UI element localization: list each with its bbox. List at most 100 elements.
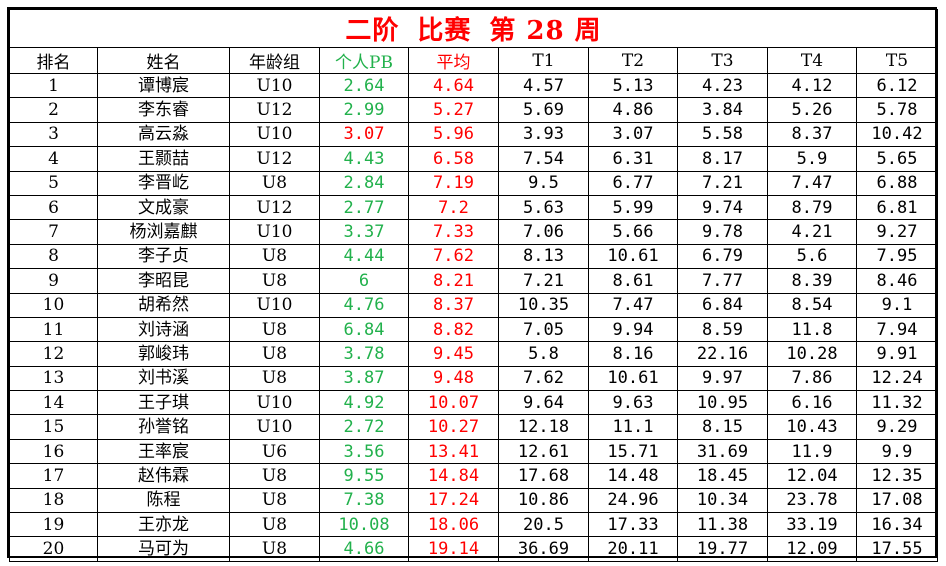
cell-rank: 9 xyxy=(9,268,98,294)
cell-t5: 6.88 xyxy=(855,170,939,196)
cell-avg: 6.58 xyxy=(408,146,499,172)
table-row: 5 李晋屹 U8 2.84 7.19 9.5 6.77 7.21 7.47 6.88 xyxy=(9,170,939,196)
cell-avg: 5.96 xyxy=(408,121,499,148)
cell-t2: 11.1 xyxy=(588,414,678,440)
cell-t2: 10.61 xyxy=(588,365,678,392)
cell-t2: 5.13 xyxy=(588,72,678,99)
table-row: 10 胡希然 U10 4.76 8.37 10.35 7.47 6.84 8.54 9.1 xyxy=(9,292,939,318)
cell-age-group: U10 xyxy=(229,72,320,99)
cell-t1: 7.06 xyxy=(498,219,589,245)
cell-age-group: U6 xyxy=(229,438,320,465)
page-title: 二阶 比赛第 28 周 xyxy=(8,9,939,48)
cell-name: 胡希然 xyxy=(97,292,230,318)
cell-t3: 9.97 xyxy=(677,365,768,392)
cell-t5: 17.55 xyxy=(855,536,939,562)
cell-t1: 9.5 xyxy=(498,170,589,196)
cell-t3: 8.15 xyxy=(677,414,768,440)
cell-rank: 14 xyxy=(9,390,98,416)
cell-name: 赵伟霖 xyxy=(97,463,230,489)
table-row: 13 刘书溪 U8 3.87 9.48 7.62 10.61 9.97 7.86 12.24 xyxy=(9,365,939,392)
cell-age-group: U8 xyxy=(229,487,320,514)
cell-name: 李晋屹 xyxy=(97,170,230,196)
cell-t4: 8.54 xyxy=(767,292,857,318)
cell-pb: 6 xyxy=(319,268,409,294)
title-part2: 比赛 xyxy=(417,16,472,46)
cell-rank: 5 xyxy=(9,170,98,196)
cell-avg: 13.41 xyxy=(408,438,499,465)
cell-avg: 8.21 xyxy=(408,268,499,294)
cell-t2: 24.96 xyxy=(588,487,678,514)
cell-t5: 9.1 xyxy=(855,292,939,318)
header-t3: T3 xyxy=(677,47,768,74)
cell-name: 刘诗涵 xyxy=(97,316,230,343)
cell-t5: 9.91 xyxy=(855,341,939,367)
results-sheet: 二阶 比赛第 28 周 排名 姓名 年龄组 个人PB 平均 T1 T2 T3 T4… xyxy=(7,7,939,562)
cell-t5: 9.9 xyxy=(855,438,939,465)
cell-rank: 13 xyxy=(9,365,98,392)
cell-t1: 5.69 xyxy=(498,97,589,123)
cell-t4: 5.26 xyxy=(767,97,857,123)
cell-avg: 10.07 xyxy=(408,390,499,416)
cell-t1: 8.13 xyxy=(498,243,589,270)
cell-age-group: U8 xyxy=(229,536,320,562)
cell-t4: 12.04 xyxy=(767,463,857,489)
cell-t2: 8.61 xyxy=(588,268,678,294)
header-t1: T1 xyxy=(498,47,589,74)
table-row: 4 王颢喆 U12 4.43 6.58 7.54 6.31 8.17 5.9 5.65 xyxy=(9,146,939,172)
cell-t2: 15.71 xyxy=(588,438,678,465)
cell-t2: 10.61 xyxy=(588,243,678,270)
cell-rank: 17 xyxy=(9,463,98,489)
cell-pb: 4.44 xyxy=(319,243,409,270)
cell-avg: 5.27 xyxy=(408,97,499,123)
cell-t3: 10.95 xyxy=(677,390,768,416)
header-age-group: 年龄组 xyxy=(229,47,320,74)
cell-pb: 6.84 xyxy=(319,316,409,343)
cell-age-group: U8 xyxy=(229,463,320,489)
table-row: 14 王子琪 U10 4.92 10.07 9.64 9.63 10.95 6.16 11.32 xyxy=(9,390,939,416)
cell-t5: 7.95 xyxy=(855,243,939,270)
cell-t5: 9.27 xyxy=(855,219,939,245)
cell-age-group: U8 xyxy=(229,341,320,367)
cell-t1: 20.5 xyxy=(498,512,589,538)
cell-t5: 10.42 xyxy=(855,121,939,148)
cell-t3: 22.16 xyxy=(677,341,768,367)
header-row: 排名 姓名 年龄组 个人PB 平均 T1 T2 T3 T4 T5 xyxy=(9,47,939,74)
cell-rank: 16 xyxy=(9,438,98,465)
cell-pb: 7.38 xyxy=(319,487,409,514)
cell-rank: 3 xyxy=(9,121,98,148)
cell-age-group: U10 xyxy=(229,390,320,416)
cell-pb: 3.87 xyxy=(319,365,409,392)
cell-t1: 3.93 xyxy=(498,121,589,148)
cell-t1: 7.54 xyxy=(498,146,589,172)
cell-t4: 8.39 xyxy=(767,268,857,294)
cell-t1: 7.21 xyxy=(498,268,589,294)
cell-t2: 5.66 xyxy=(588,219,678,245)
header-t4: T4 xyxy=(767,47,857,74)
cell-age-group: U12 xyxy=(229,97,320,123)
cell-t1: 12.18 xyxy=(498,414,589,440)
cell-rank: 19 xyxy=(9,512,98,538)
cell-name: 高云淼 xyxy=(97,121,230,148)
cell-t1: 10.35 xyxy=(498,292,589,318)
results-body: 1 谭博宸 U10 2.64 4.64 4.57 5.13 4.23 4.12 6.12 2 李东睿 U… xyxy=(9,72,939,562)
cell-avg: 14.84 xyxy=(408,463,499,489)
cell-rank: 6 xyxy=(9,194,98,221)
cell-name: 杨浏嘉麒 xyxy=(97,219,230,245)
cell-t2: 6.77 xyxy=(588,170,678,196)
cell-pb: 2.77 xyxy=(319,194,409,221)
table-row: 16 王率宸 U6 3.56 13.41 12.61 15.71 31.69 11.9 9.9 xyxy=(9,438,939,465)
cell-pb: 3.37 xyxy=(319,219,409,245)
cell-pb: 3.07 xyxy=(319,121,409,148)
table-row: 15 孙誉铭 U10 2.72 10.27 12.18 11.1 8.15 10.43 9.29 xyxy=(9,414,939,440)
cell-age-group: U8 xyxy=(229,316,320,343)
cell-t3: 8.17 xyxy=(677,146,768,172)
cell-name: 王亦龙 xyxy=(97,512,230,538)
cell-rank: 12 xyxy=(9,341,98,367)
cell-t4: 11.9 xyxy=(767,438,857,465)
header-t5: T5 xyxy=(855,47,939,74)
cell-t4: 7.47 xyxy=(767,170,857,196)
cell-avg: 8.37 xyxy=(408,292,499,318)
title-part3: 第 28 周 xyxy=(489,16,602,46)
cell-t2: 14.48 xyxy=(588,463,678,489)
title-part1: 二阶 xyxy=(345,16,400,46)
